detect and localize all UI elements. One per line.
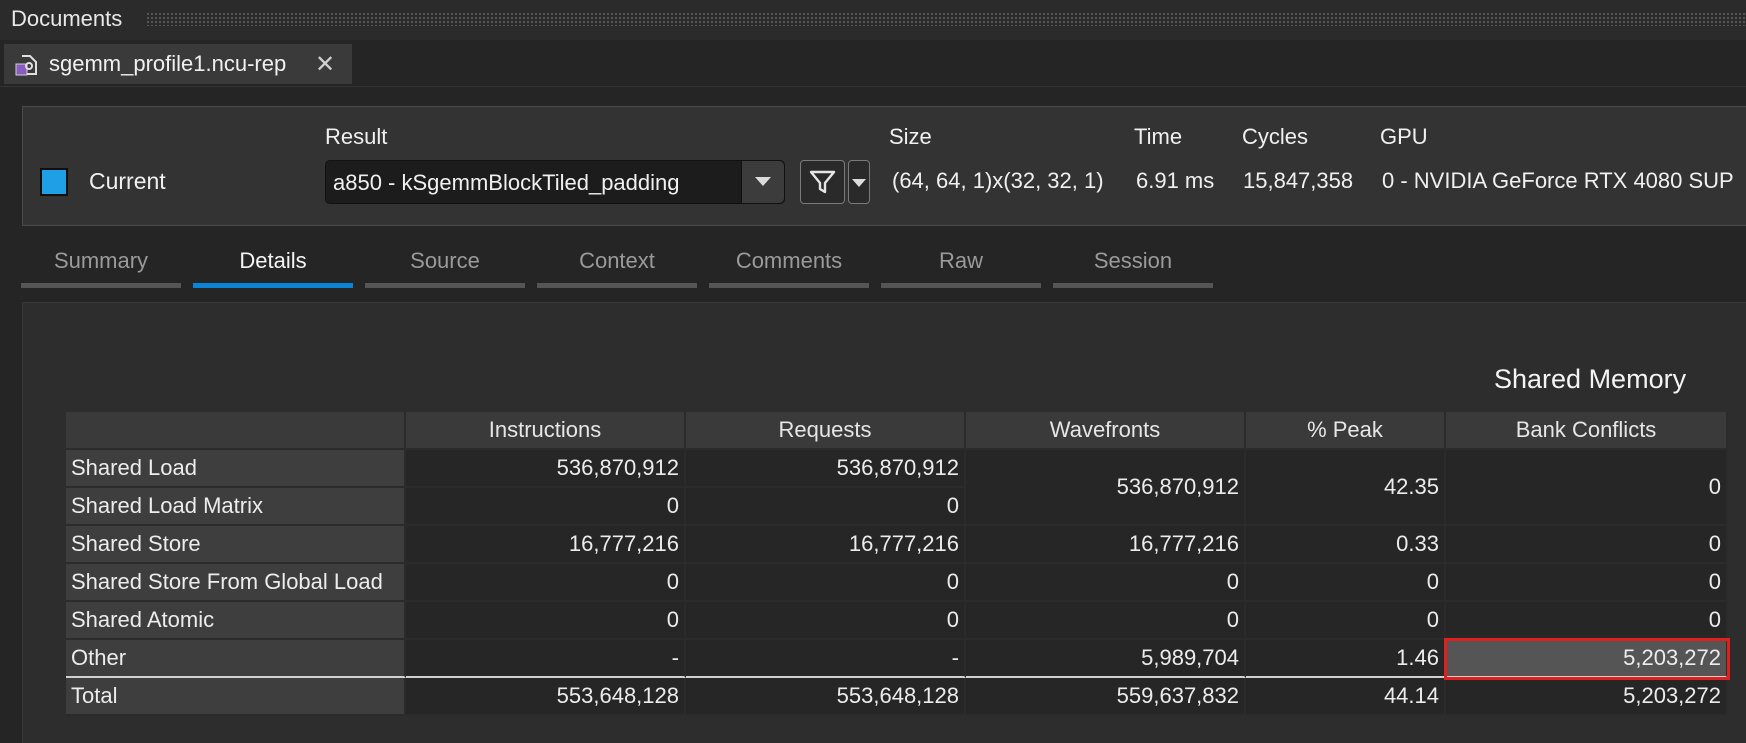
filter-button[interactable] [800, 160, 845, 204]
table-header-corner [66, 412, 406, 450]
row-label-total: Total [66, 678, 406, 716]
cell-bank-conflicts[interactable]: 0 [1446, 564, 1728, 602]
documents-title: Documents [11, 6, 123, 31]
cell-requests[interactable]: 553,648,128 [686, 678, 966, 716]
tab-session[interactable]: Session [1053, 246, 1213, 288]
row-label-other: Other [66, 640, 406, 678]
tab-label: Source [410, 248, 480, 273]
cell-requests[interactable]: 16,777,216 [686, 526, 966, 564]
chevron-down-icon [852, 179, 866, 187]
cell-peak[interactable]: 44.14 [1246, 678, 1446, 716]
close-icon[interactable]: ✕ [315, 51, 336, 78]
cell-peak[interactable]: 0 [1246, 602, 1446, 640]
cell-instructions[interactable]: 0 [406, 602, 686, 640]
row-label-shared-atomic: Shared Atomic [66, 602, 406, 640]
tab-label: Session [1093, 248, 1173, 273]
row-label-shared-store: Shared Store [66, 526, 406, 564]
tab-details[interactable]: Details [193, 246, 353, 288]
table-header-row: Instructions Requests Wavefronts % Peak … [66, 412, 1728, 450]
cell-wavefronts[interactable]: 16,777,216 [966, 526, 1246, 564]
tab-label: Context [579, 248, 655, 273]
column-header-instructions[interactable]: Instructions [406, 412, 686, 450]
tab-label: Details [239, 248, 307, 273]
cycles-value: 15,847,358 [1243, 168, 1354, 193]
size-label: Size [889, 124, 932, 149]
result-header-panel [22, 106, 1746, 226]
cell-bank-conflicts[interactable]: 0 [1446, 526, 1728, 564]
gpu-value: 0 - NVIDIA GeForce RTX 4080 SUP [1382, 168, 1734, 193]
row-label-shared-store-from-global-load: Shared Store From Global Load [66, 564, 406, 602]
cell-requests[interactable]: 0 [686, 602, 966, 640]
column-header-peak[interactable]: % Peak [1246, 412, 1446, 450]
cell-instructions[interactable]: 16,777,216 [406, 526, 686, 564]
cycles-label: Cycles [1242, 124, 1309, 149]
table-row: Shared Load 536,870,912 536,870,912 536,… [66, 450, 1728, 526]
result-dropdown-button[interactable] [741, 161, 784, 203]
cell-wavefronts[interactable]: 536,870,912 [966, 450, 1246, 526]
cell-requests[interactable]: 0 [686, 488, 966, 526]
section-title-shared-memory: Shared Memory [1494, 364, 1687, 394]
row-label-shared-load: Shared Load [66, 450, 406, 488]
documents-drag-grip[interactable] [146, 12, 1746, 26]
cell-peak[interactable]: 42.35 [1246, 450, 1446, 526]
table-row: Shared Load Matrix 0 0 [66, 488, 1728, 526]
table-row: Shared Atomic 0 0 0 0 0 [66, 602, 1728, 640]
tab-summary[interactable]: Summary [21, 246, 181, 288]
result-select-value: a850 - kSgemmBlockTiled_padding [333, 170, 680, 195]
size-value: (64, 64, 1)x(32, 32, 1) [892, 168, 1104, 193]
tab-label: Summary [53, 248, 149, 273]
tab-source[interactable]: Source [365, 246, 525, 288]
cell-bank-conflicts[interactable]: 5,203,272 [1446, 678, 1728, 716]
result-label: Result [325, 124, 388, 149]
column-header-bank-conflicts[interactable]: Bank Conflicts [1446, 412, 1728, 450]
table-row: Total 553,648,128 553,648,128 559,637,83… [66, 678, 1728, 716]
cell-requests[interactable]: 0 [686, 564, 966, 602]
documents-bar: Documents [0, 0, 1746, 40]
file-tab-label: sgemm_profile1.ncu-rep [49, 51, 287, 76]
gpu-label: GPU [1380, 124, 1428, 149]
filter-dropdown-button[interactable] [848, 160, 870, 204]
cell-bank-conflicts-highlighted[interactable]: 5,203,272 [1444, 638, 1730, 680]
tab-raw[interactable]: Raw [881, 246, 1041, 288]
column-header-wavefronts[interactable]: Wavefronts [966, 412, 1246, 450]
cell-peak[interactable]: 0.33 [1246, 526, 1446, 564]
column-header-requests[interactable]: Requests [686, 412, 966, 450]
cell-wavefronts[interactable]: 0 [966, 602, 1246, 640]
cell-wavefronts[interactable]: 559,637,832 [966, 678, 1246, 716]
time-value: 6.91 ms [1136, 168, 1215, 193]
table-row: Shared Store From Global Load 0 0 0 0 0 [66, 564, 1728, 602]
table-row: Shared Store 16,777,216 16,777,216 16,77… [66, 526, 1728, 564]
row-label-shared-load-matrix: Shared Load Matrix [66, 488, 406, 526]
report-file-icon [15, 55, 37, 76]
cell-peak[interactable]: 0 [1246, 564, 1446, 602]
cell-requests[interactable]: 536,870,912 [686, 450, 966, 488]
cell-requests[interactable]: - [686, 640, 966, 678]
cell-wavefronts[interactable]: 5,989,704 [966, 640, 1246, 678]
tab-label: Comments [735, 248, 843, 273]
current-color-swatch [40, 168, 68, 196]
time-label: Time [1134, 124, 1183, 149]
cell-instructions[interactable]: 536,870,912 [406, 450, 686, 488]
shared-memory-table: Instructions Requests Wavefronts % Peak … [66, 412, 1730, 716]
cell-instructions[interactable]: 0 [406, 488, 686, 526]
chevron-down-icon [755, 177, 771, 186]
table-row: Other - - 5,989,704 1.46 5,203,272 [66, 638, 1730, 680]
cell-instructions[interactable]: 553,648,128 [406, 678, 686, 716]
tab-comments[interactable]: Comments [709, 246, 869, 288]
cell-wavefronts[interactable]: 0 [966, 564, 1246, 602]
filter-icon [809, 170, 836, 194]
cell-bank-conflicts[interactable]: 0 [1446, 450, 1728, 526]
tab-label: Raw [938, 248, 983, 273]
cell-peak[interactable]: 1.46 [1246, 640, 1446, 678]
cell-instructions[interactable]: 0 [406, 564, 686, 602]
file-tab-sgemm-profile[interactable]: sgemm_profile1.ncu-rep ✕ [4, 44, 352, 84]
cell-bank-conflicts[interactable]: 0 [1446, 602, 1728, 640]
tab-context[interactable]: Context [537, 246, 697, 288]
cell-instructions[interactable]: - [406, 640, 686, 678]
result-select[interactable]: a850 - kSgemmBlockTiled_padding [325, 160, 785, 204]
current-label: Current [89, 168, 166, 194]
